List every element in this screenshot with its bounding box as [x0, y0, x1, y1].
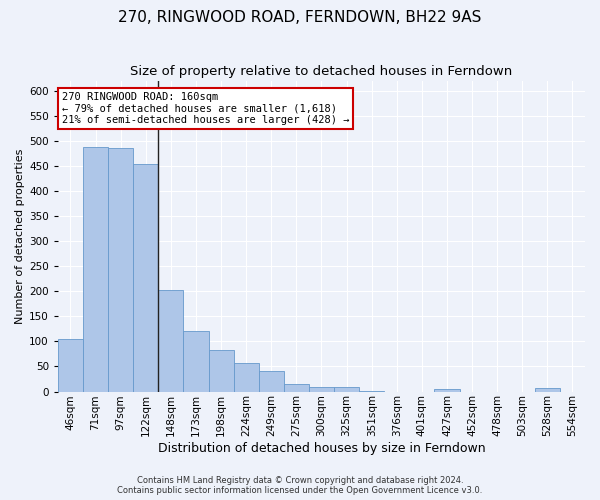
Bar: [284, 384, 309, 392]
Bar: [233, 363, 259, 392]
Bar: [334, 386, 359, 392]
Bar: [434, 389, 460, 392]
Bar: [158, 290, 184, 392]
Bar: [133, 164, 158, 392]
Bar: [108, 148, 133, 392]
Bar: [58, 339, 83, 392]
Bar: [83, 148, 108, 392]
Bar: [309, 386, 334, 392]
Text: Contains HM Land Registry data © Crown copyright and database right 2024.
Contai: Contains HM Land Registry data © Crown c…: [118, 476, 482, 495]
Bar: [184, 332, 209, 392]
Bar: [259, 372, 284, 392]
X-axis label: Distribution of detached houses by size in Ferndown: Distribution of detached houses by size …: [158, 442, 485, 455]
Bar: [209, 350, 233, 392]
Text: 270 RINGWOOD ROAD: 160sqm
← 79% of detached houses are smaller (1,618)
21% of se: 270 RINGWOOD ROAD: 160sqm ← 79% of detac…: [62, 92, 349, 126]
Title: Size of property relative to detached houses in Ferndown: Size of property relative to detached ho…: [130, 65, 512, 78]
Y-axis label: Number of detached properties: Number of detached properties: [15, 148, 25, 324]
Text: 270, RINGWOOD ROAD, FERNDOWN, BH22 9AS: 270, RINGWOOD ROAD, FERNDOWN, BH22 9AS: [118, 10, 482, 25]
Bar: [535, 388, 560, 392]
Bar: [359, 390, 384, 392]
